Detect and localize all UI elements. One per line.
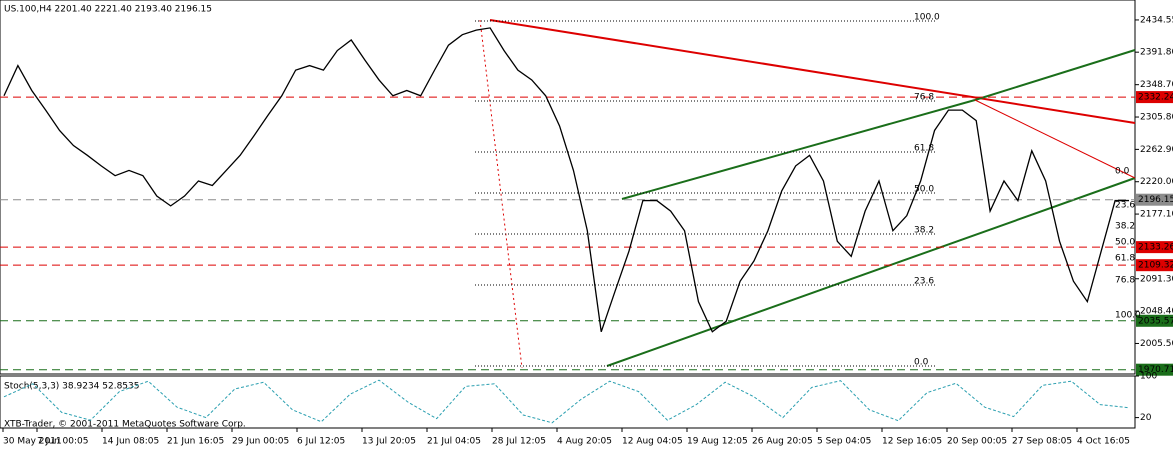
y-tick-label: 2048.40	[1140, 307, 1173, 317]
fib-label: 38.2	[1115, 222, 1135, 232]
level-label: 2035.57	[1138, 316, 1173, 326]
fib-label: 50.0	[1115, 238, 1135, 248]
level-tag	[1136, 314, 1173, 327]
y-tick-label: 2348.70	[1140, 80, 1173, 90]
x-tick-label: 5 Sep 04:05	[817, 437, 871, 447]
y-tick-label: 2005.50	[1140, 339, 1173, 349]
y-tick-label: 100	[1140, 372, 1157, 382]
fib-time-line	[479, 19, 523, 369]
x-tick-label: 13 Jul 20:05	[362, 437, 416, 447]
y-tick-label: 20	[1140, 413, 1152, 423]
x-tick-label: 21 Jul 04:05	[427, 437, 481, 447]
price-line	[3, 379, 1130, 424]
x-tick-label: 26 Aug 20:05	[752, 437, 813, 447]
stoch-panel	[0, 375, 1136, 429]
x-tick-label: 29 Jun 00:05	[232, 437, 289, 447]
trend-line	[974, 99, 1136, 179]
x-tick-label: 19 Aug 12:05	[687, 437, 748, 447]
x-tick-label: 12 Aug 04:05	[622, 437, 683, 447]
x-tick-label: 28 Jul 12:05	[492, 437, 546, 447]
channel-line	[621, 99, 976, 200]
fib-label: 61.8	[1115, 254, 1135, 264]
x-tick-label: 12 Sep 16:05	[882, 437, 942, 447]
level-label: 2133.26	[1138, 243, 1173, 253]
x-tick-label: 6 Jul 12:05	[297, 437, 345, 447]
x-tick-label: 21 Jun 16:05	[167, 437, 224, 447]
level-label: 1970.71	[1138, 365, 1173, 375]
y-tick-label: 2305.80	[1140, 113, 1173, 123]
chart-title: US.100,H4 2201.40 2221.40 2193.40 2196.1…	[4, 5, 212, 15]
y-tick-label: 2434.55	[1140, 15, 1173, 25]
fib-label: 23.6	[1115, 201, 1135, 211]
fib-label: 0.0	[914, 358, 929, 368]
y-tick-label: 2177.10	[1140, 210, 1173, 220]
x-tick-label: 30 May 2011	[3, 437, 62, 447]
x-tick-label: 4 Oct 16:05	[1077, 437, 1130, 447]
fib-label: 61.8	[914, 144, 934, 154]
y-tick-label: 2391.80	[1140, 48, 1173, 58]
level-tag	[1136, 259, 1173, 272]
fib-label: 23.6	[914, 277, 934, 287]
fib-label: 0.0	[1115, 167, 1130, 177]
level-label: 2196.15	[1138, 195, 1173, 205]
y-tick-label: 2262.90	[1140, 145, 1173, 155]
stoch-title: Stoch(5,3,3) 38.9234 52.8535	[4, 382, 139, 392]
level-tag	[1136, 241, 1173, 254]
level-tag	[1136, 91, 1173, 104]
main-panel	[0, 0, 1136, 375]
trend-line	[489, 19, 1136, 124]
x-tick-label: 4 Aug 20:05	[557, 437, 612, 447]
fib-label: 76.8	[914, 93, 934, 103]
fib-label: 38.2	[914, 226, 934, 236]
price-line	[3, 27, 1129, 333]
x-tick-label: 27 Sep 08:05	[1012, 437, 1072, 447]
copyright: XTB-Trader, © 2001-2011 MetaQuotes Softw…	[4, 420, 246, 430]
level-tag	[1136, 193, 1173, 206]
y-tick-label: 2220.00	[1140, 177, 1173, 187]
fib-label: 100.0	[1115, 311, 1141, 321]
x-tick-label: 7 Jun 00:05	[37, 437, 88, 447]
level-tag	[1136, 363, 1173, 376]
x-tick-label: 20 Sep 00:05	[947, 437, 1007, 447]
x-tick-label: 14 Jun 08:05	[102, 437, 159, 447]
y-tick-label: 2091.30	[1140, 274, 1173, 284]
fib-label: 76.8	[1115, 276, 1135, 286]
fib-label: 50.0	[914, 185, 934, 195]
fib-label: 100.0	[914, 13, 940, 23]
level-label: 2109.32	[1138, 261, 1173, 271]
channel-line	[606, 177, 1136, 367]
level-label: 2332.24	[1138, 93, 1173, 103]
channel-line	[974, 49, 1136, 101]
